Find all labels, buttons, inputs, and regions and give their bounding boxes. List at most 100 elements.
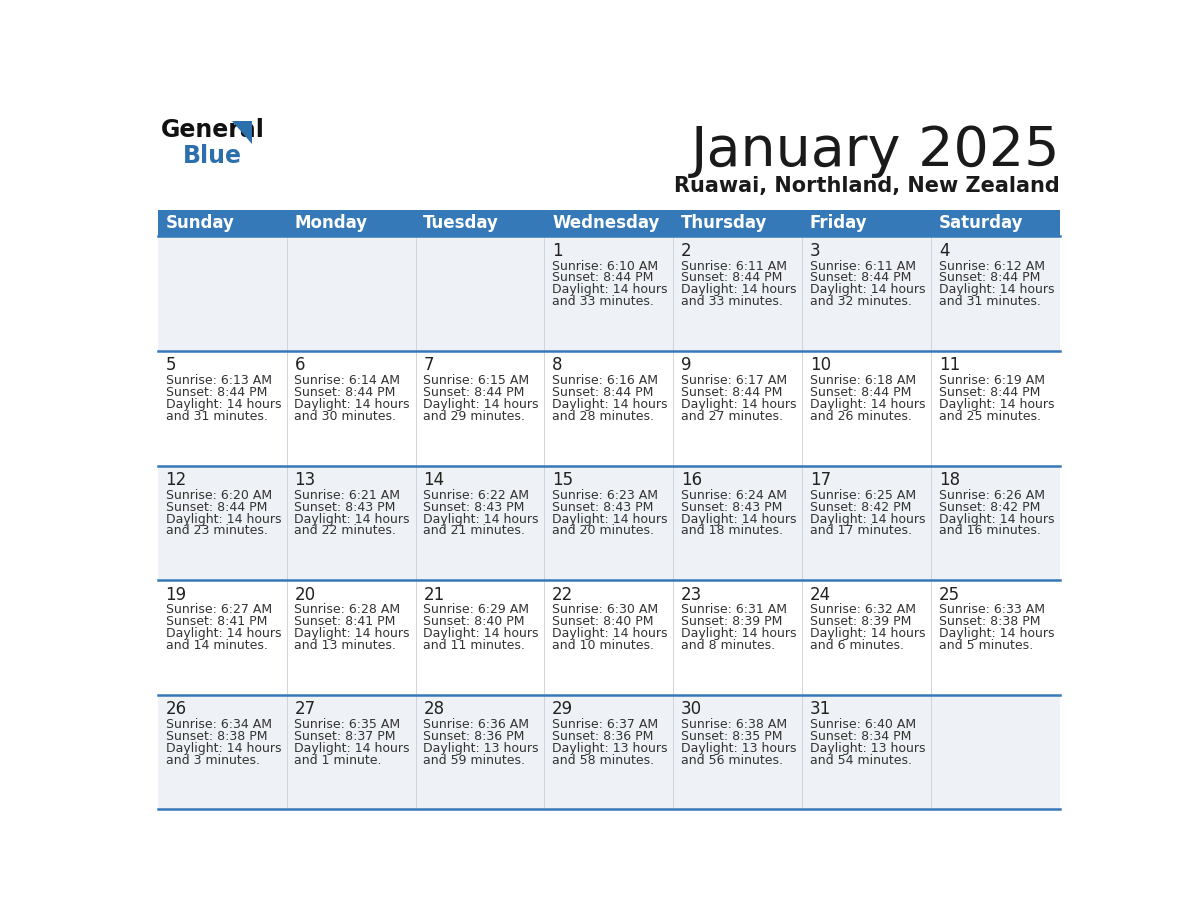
Text: and 31 minutes.: and 31 minutes. [939,296,1041,308]
Text: and 21 minutes.: and 21 minutes. [423,524,525,538]
Text: Sunset: 8:38 PM: Sunset: 8:38 PM [939,615,1041,628]
Text: and 30 minutes.: and 30 minutes. [295,410,397,423]
Text: 17: 17 [810,471,832,489]
Text: Sunrise: 6:30 AM: Sunrise: 6:30 AM [552,603,658,616]
Text: Daylight: 14 hours: Daylight: 14 hours [295,398,410,411]
Text: Sunset: 8:34 PM: Sunset: 8:34 PM [810,730,911,743]
Text: Sunrise: 6:28 AM: Sunrise: 6:28 AM [295,603,400,616]
Text: and 26 minutes.: and 26 minutes. [810,410,911,423]
Text: Saturday: Saturday [939,214,1023,232]
Text: Sunrise: 6:34 AM: Sunrise: 6:34 AM [165,718,272,731]
Text: Daylight: 14 hours: Daylight: 14 hours [681,627,796,640]
Text: Daylight: 13 hours: Daylight: 13 hours [681,742,796,755]
Text: Sunset: 8:44 PM: Sunset: 8:44 PM [165,500,267,514]
Bar [158,351,1060,465]
Text: Sunset: 8:36 PM: Sunset: 8:36 PM [552,730,653,743]
Text: 13: 13 [295,471,316,489]
Text: and 18 minutes.: and 18 minutes. [681,524,783,538]
Text: and 6 minutes.: and 6 minutes. [810,639,904,652]
Text: and 28 minutes.: and 28 minutes. [552,410,655,423]
Text: Daylight: 14 hours: Daylight: 14 hours [810,284,925,297]
Text: Sunset: 8:39 PM: Sunset: 8:39 PM [810,615,911,628]
Text: Daylight: 14 hours: Daylight: 14 hours [552,627,668,640]
Text: 20: 20 [295,586,316,603]
Text: 15: 15 [552,471,574,489]
Text: Daylight: 13 hours: Daylight: 13 hours [810,742,925,755]
Text: Daylight: 14 hours: Daylight: 14 hours [810,627,925,640]
Text: Sunset: 8:44 PM: Sunset: 8:44 PM [939,272,1041,285]
Text: Sunset: 8:43 PM: Sunset: 8:43 PM [295,500,396,514]
Text: Daylight: 14 hours: Daylight: 14 hours [939,284,1054,297]
Text: Sunrise: 6:38 AM: Sunrise: 6:38 AM [681,718,788,731]
Text: Sunset: 8:40 PM: Sunset: 8:40 PM [423,615,525,628]
Text: Sunset: 8:44 PM: Sunset: 8:44 PM [295,386,396,399]
Text: and 32 minutes.: and 32 minutes. [810,296,911,308]
Text: Daylight: 14 hours: Daylight: 14 hours [552,284,668,297]
Text: Tuesday: Tuesday [423,214,499,232]
Text: Daylight: 14 hours: Daylight: 14 hours [552,398,668,411]
Text: Daylight: 14 hours: Daylight: 14 hours [423,512,539,526]
Text: and 3 minutes.: and 3 minutes. [165,754,259,767]
Text: Sunrise: 6:12 AM: Sunrise: 6:12 AM [939,260,1044,273]
Text: Sunset: 8:43 PM: Sunset: 8:43 PM [423,500,525,514]
Text: 23: 23 [681,586,702,603]
Text: and 17 minutes.: and 17 minutes. [810,524,912,538]
Text: Sunset: 8:37 PM: Sunset: 8:37 PM [295,730,396,743]
Text: Ruawai, Northland, New Zealand: Ruawai, Northland, New Zealand [674,175,1060,196]
Text: Sunset: 8:36 PM: Sunset: 8:36 PM [423,730,525,743]
Text: Daylight: 14 hours: Daylight: 14 hours [939,398,1054,411]
Text: Daylight: 14 hours: Daylight: 14 hours [295,627,410,640]
Text: Daylight: 14 hours: Daylight: 14 hours [810,512,925,526]
Text: Sunset: 8:44 PM: Sunset: 8:44 PM [939,386,1041,399]
Text: and 11 minutes.: and 11 minutes. [423,639,525,652]
Text: 12: 12 [165,471,187,489]
Text: and 5 minutes.: and 5 minutes. [939,639,1032,652]
Text: 22: 22 [552,586,574,603]
Text: 11: 11 [939,356,960,375]
Text: Daylight: 13 hours: Daylight: 13 hours [423,742,539,755]
Text: Sunrise: 6:13 AM: Sunrise: 6:13 AM [165,375,272,387]
Text: Sunset: 8:44 PM: Sunset: 8:44 PM [423,386,525,399]
Text: Sunrise: 6:10 AM: Sunrise: 6:10 AM [552,260,658,273]
Text: 21: 21 [423,586,444,603]
Text: 29: 29 [552,700,574,718]
Text: Sunrise: 6:35 AM: Sunrise: 6:35 AM [295,718,400,731]
Text: and 25 minutes.: and 25 minutes. [939,410,1041,423]
Text: 16: 16 [681,471,702,489]
Text: Sunset: 8:41 PM: Sunset: 8:41 PM [295,615,396,628]
Bar [158,695,1060,810]
Text: General: General [160,118,265,142]
Text: Monday: Monday [295,214,367,232]
Text: and 22 minutes.: and 22 minutes. [295,524,397,538]
Text: Thursday: Thursday [681,214,767,232]
Text: Daylight: 14 hours: Daylight: 14 hours [165,627,282,640]
Text: and 33 minutes.: and 33 minutes. [681,296,783,308]
Text: Sunset: 8:44 PM: Sunset: 8:44 PM [552,386,653,399]
Text: and 14 minutes.: and 14 minutes. [165,639,267,652]
Text: Sunset: 8:44 PM: Sunset: 8:44 PM [681,272,783,285]
Text: January 2025: January 2025 [690,124,1060,178]
Text: Sunset: 8:40 PM: Sunset: 8:40 PM [552,615,653,628]
Text: Daylight: 14 hours: Daylight: 14 hours [165,742,282,755]
Text: 28: 28 [423,700,444,718]
Text: 26: 26 [165,700,187,718]
Bar [158,237,1060,351]
Text: Sunrise: 6:31 AM: Sunrise: 6:31 AM [681,603,786,616]
Text: 8: 8 [552,356,563,375]
Text: Sunrise: 6:18 AM: Sunrise: 6:18 AM [810,375,916,387]
Text: Sunset: 8:44 PM: Sunset: 8:44 PM [552,272,653,285]
Text: and 16 minutes.: and 16 minutes. [939,524,1041,538]
Text: 4: 4 [939,241,949,260]
Text: 24: 24 [810,586,832,603]
Text: Sunset: 8:43 PM: Sunset: 8:43 PM [552,500,653,514]
Text: 2: 2 [681,241,691,260]
Text: Sunset: 8:44 PM: Sunset: 8:44 PM [681,386,783,399]
Text: 5: 5 [165,356,176,375]
Text: Daylight: 14 hours: Daylight: 14 hours [681,512,796,526]
Text: Daylight: 14 hours: Daylight: 14 hours [423,398,539,411]
Text: 7: 7 [423,356,434,375]
Text: 27: 27 [295,700,316,718]
Text: and 31 minutes.: and 31 minutes. [165,410,267,423]
Bar [158,465,1060,580]
Text: Sunrise: 6:40 AM: Sunrise: 6:40 AM [810,718,916,731]
